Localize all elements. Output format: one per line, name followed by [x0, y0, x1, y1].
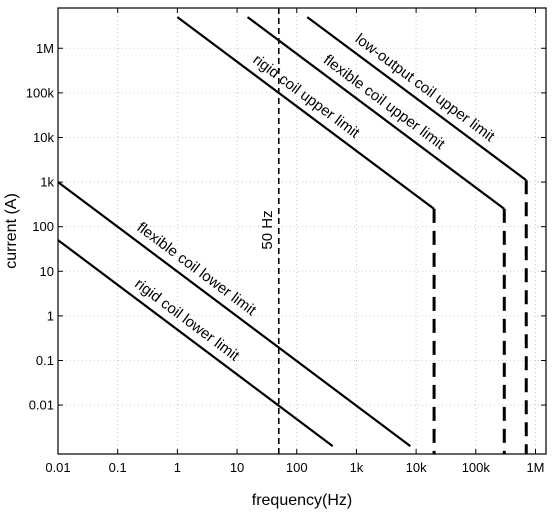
y-tick-label: 1: [47, 308, 54, 323]
cutoff-lines: [432, 180, 528, 454]
y-axis-label: current (A): [3, 193, 20, 269]
series-line: [176, 16, 435, 210]
plot-frame: [57, 7, 547, 455]
series-line: [57, 239, 334, 448]
x-axis-label: frequency(Hz): [252, 492, 352, 509]
y-tick-label: 100k: [26, 85, 55, 100]
y-tick-label: 0.01: [29, 398, 54, 413]
grid-lines: [57, 8, 546, 454]
tick-labels: 0.01 0.1 1 10 100 1k 10k 100k 1M 0.01 0.1 1 10 100 1k 1…: [26, 8, 546, 475]
reference-line-group: 50 Hz: [259, 8, 280, 454]
series-line: [306, 16, 527, 182]
x-tick-label: 1k: [350, 460, 364, 475]
x-tick-label: 10k: [406, 460, 427, 475]
series-line: [57, 181, 411, 448]
x-tick-label: 0.1: [109, 460, 127, 475]
series-lines: [57, 16, 527, 448]
x-tick-label: 1M: [526, 460, 544, 475]
y-tick-label: 0.1: [36, 353, 54, 368]
y-tick-label: 10: [40, 264, 54, 279]
series-line: [246, 16, 505, 210]
x-tick-label: 0.01: [45, 460, 70, 475]
x-tick-label: 10: [230, 460, 244, 475]
y-tick-label: 1k: [40, 175, 54, 190]
y-tick-label: 100: [32, 219, 54, 234]
x-tick-label: 1: [174, 460, 181, 475]
reference-line-label: 50 Hz: [259, 210, 276, 249]
x-tick-label: 100: [286, 460, 308, 475]
y-tick-label: 10k: [33, 130, 54, 145]
y-tick-label: 1M: [36, 41, 54, 56]
x-tick-label: 100k: [462, 460, 491, 475]
